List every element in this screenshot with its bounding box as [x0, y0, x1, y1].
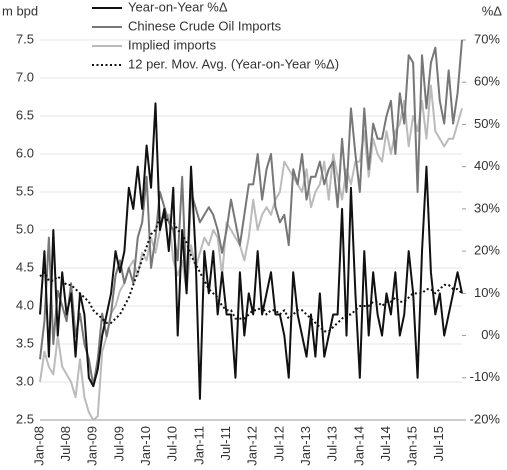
- y2-tick-label: 0%: [481, 327, 500, 342]
- y-tick-label: 5.5: [16, 183, 34, 198]
- x-tick-label: Jan-14: [351, 426, 366, 466]
- legend-label: Implied imports: [128, 37, 217, 52]
- x-tick-label: Jul-14: [378, 426, 393, 461]
- x-tick-label: Jan-12: [245, 426, 260, 466]
- x-tick-label: Jul-12: [271, 426, 286, 461]
- y2-tick-label: 30%: [474, 200, 500, 215]
- legend-label: Chinese Crude Oil Imports: [128, 18, 282, 33]
- y2-tick-label: 60%: [474, 74, 500, 89]
- series-line: [39, 102, 463, 400]
- y-tick-label: 2.5: [16, 411, 34, 426]
- y-tick-label: 3.5: [16, 335, 34, 350]
- x-tick-label: Jan-09: [85, 426, 100, 466]
- x-tick-label: Jul-09: [111, 426, 126, 461]
- y-tick-label: 4.0: [16, 297, 34, 312]
- y2-tick-label: 10%: [474, 285, 500, 300]
- x-tick-label: Jul-13: [325, 426, 340, 461]
- x-tick-label: Jul-10: [165, 426, 180, 461]
- y-tick-label: 7.0: [16, 69, 34, 84]
- y-axis-label: m bpd: [2, 3, 38, 18]
- y2-tick-label: 70%: [474, 31, 500, 46]
- y2-tick-label: 50%: [474, 116, 500, 131]
- y2-axis-label: %Δ: [482, 3, 503, 18]
- y-tick-label: 3.0: [16, 373, 34, 388]
- x-tick-label: Jan-11: [191, 426, 206, 465]
- y-tick-label: 6.0: [16, 145, 34, 160]
- x-tick-label: Jul-08: [58, 426, 73, 461]
- series-line: [39, 84, 463, 421]
- x-tick-label: Jan-13: [298, 426, 313, 466]
- y-tick-label: 4.5: [16, 259, 34, 274]
- y-tick-label: 6.5: [16, 107, 34, 122]
- x-tick-label: Jan-15: [405, 426, 420, 466]
- y-tick-label: 7.5: [16, 31, 34, 46]
- y2-tick-label: -10%: [470, 369, 501, 384]
- x-tick-label: Jan-10: [138, 426, 153, 466]
- y2-tick-label: -20%: [470, 411, 501, 426]
- x-tick-label: Jan-08: [31, 426, 46, 466]
- legend-label: Year-on-Year %Δ: [128, 0, 228, 14]
- x-tick-label: Jul-11: [218, 426, 233, 460]
- x-tick-label: Jul-15: [431, 426, 446, 461]
- y2-tick-label: 20%: [474, 243, 500, 258]
- y2-tick-label: 40%: [474, 158, 500, 173]
- series-line: [39, 39, 463, 387]
- legend-label: 12 per. Mov. Avg. (Year-on-Year %Δ): [128, 56, 339, 71]
- y-tick-label: 5.0: [16, 221, 34, 236]
